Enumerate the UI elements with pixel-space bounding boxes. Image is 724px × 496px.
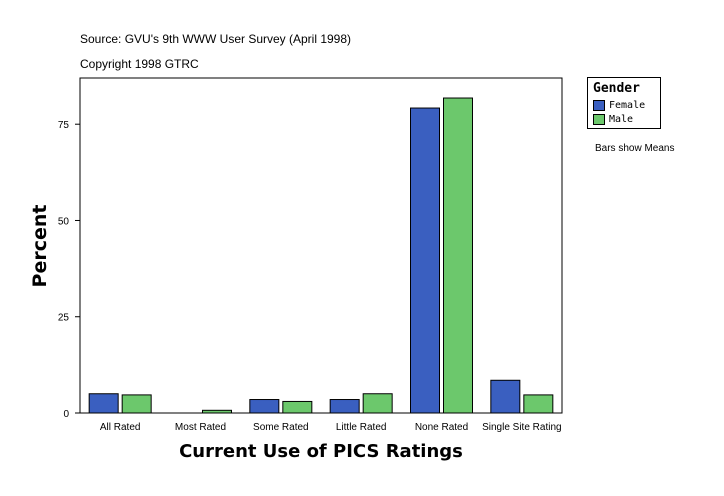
y-axis-title: Percent xyxy=(29,205,51,288)
x-tick-label-1: Most Rated xyxy=(175,422,226,433)
x-tick-label-3: Little Rated xyxy=(336,422,387,433)
bar-male-4 xyxy=(443,97,473,414)
legend-swatch-male xyxy=(593,113,605,125)
bars-group xyxy=(88,97,554,414)
bar-female-3 xyxy=(329,399,360,414)
x-tick-label-0: All Rated xyxy=(100,422,141,433)
bar-male-5 xyxy=(523,394,554,414)
bar-female-2 xyxy=(249,399,280,414)
y-tick-label-1: 25 xyxy=(58,313,70,324)
legend: Gender Female Male xyxy=(587,77,661,129)
bar-female-5 xyxy=(490,379,521,414)
y-tick-label-0: 0 xyxy=(63,409,69,420)
legend-label-male: Male xyxy=(609,113,634,125)
legend-swatch-female xyxy=(593,99,605,111)
bars-note: Bars show Means xyxy=(595,143,675,154)
x-tick-label-5: Single Site Rating xyxy=(482,422,562,433)
bar-male-1 xyxy=(202,409,232,414)
legend-title: Gender xyxy=(593,81,640,96)
y-tick-label-3: 75 xyxy=(58,120,70,131)
y-axis: 0 25 50 75 xyxy=(58,120,80,420)
bar-male-0 xyxy=(121,394,152,414)
plot-frame xyxy=(79,77,563,414)
x-tick-label-4: None Rated xyxy=(415,422,468,433)
legend-label-female: Female xyxy=(609,99,646,111)
x-tick-label-2: Some Rated xyxy=(253,422,309,433)
bar-male-3 xyxy=(362,393,393,414)
bar-female-0 xyxy=(88,393,119,414)
legend-item-female: Female xyxy=(593,99,645,111)
source-text: Source: GVU's 9th WWW User Survey (April… xyxy=(80,32,352,46)
copyright-text: Copyright 1998 GTRC xyxy=(80,57,199,71)
bar-male-2 xyxy=(282,400,313,414)
x-axis: All Rated Most Rated Some Rated Little Rate… xyxy=(100,422,562,433)
y-tick-label-2: 50 xyxy=(58,216,70,227)
x-axis-title: Current Use of PICS Ratings xyxy=(179,441,463,462)
legend-item-male: Male xyxy=(593,113,633,125)
bar-female-4 xyxy=(410,107,440,414)
